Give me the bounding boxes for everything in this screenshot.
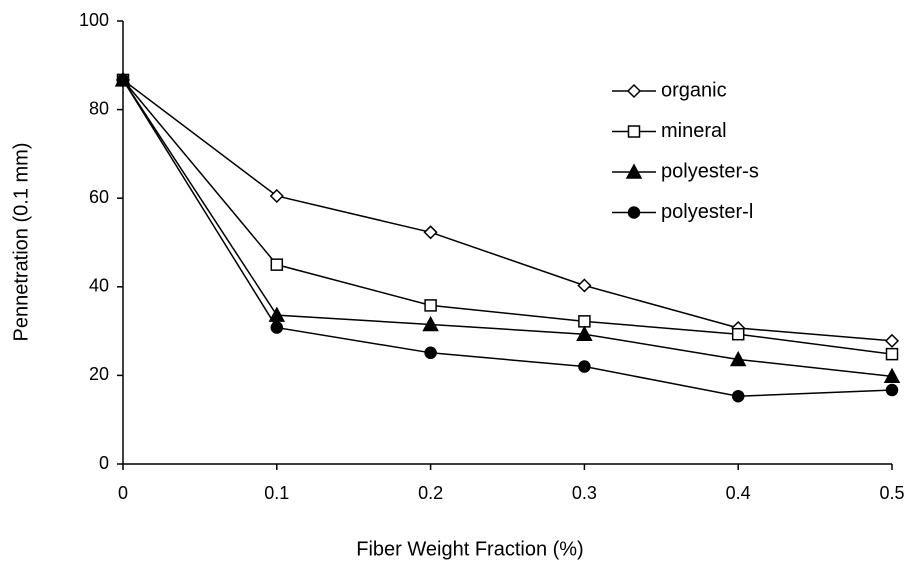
y-tick-label: 40 <box>89 276 109 296</box>
marker <box>269 188 284 204</box>
x-tick-label: 0.5 <box>879 483 904 503</box>
series-line <box>122 79 893 355</box>
x-tick-label: 0.3 <box>572 483 597 503</box>
marker <box>578 360 591 373</box>
marker <box>627 125 641 138</box>
series-line <box>122 79 893 378</box>
marker <box>422 315 439 332</box>
y-tick-label: 100 <box>79 10 109 30</box>
marker <box>884 333 900 348</box>
marker <box>116 73 130 87</box>
marker <box>577 278 592 293</box>
y-axis-label: Pennetration (0.1 mm) <box>10 143 32 342</box>
marker <box>883 367 901 384</box>
legend-label: mineral <box>661 120 727 142</box>
marker <box>423 225 438 240</box>
marker <box>731 327 745 341</box>
marker <box>424 299 437 312</box>
marker <box>270 258 284 271</box>
marker <box>625 163 643 179</box>
x-tick-label: 0 <box>118 483 128 503</box>
marker <box>576 325 593 341</box>
x-tick-label: 0.1 <box>264 483 289 503</box>
y-tick-label: 20 <box>89 364 109 384</box>
x-tick-label: 0.4 <box>726 483 751 503</box>
marker <box>268 306 286 322</box>
marker <box>424 346 437 360</box>
legend-label: organic <box>661 79 727 101</box>
y-tick-label: 60 <box>89 187 109 207</box>
marker <box>626 83 642 99</box>
x-axis-label: Fiber Weight Fraction (%) <box>356 538 583 560</box>
legend-label: polyester-l <box>661 201 753 223</box>
series-line <box>122 79 893 342</box>
marker <box>729 350 747 367</box>
marker <box>270 321 284 334</box>
series-line <box>122 79 893 397</box>
marker <box>885 347 899 361</box>
legend-label: polyester-s <box>661 160 759 182</box>
x-tick-label: 0.2 <box>418 483 443 503</box>
y-tick-label: 0 <box>99 453 109 473</box>
marker <box>885 383 899 397</box>
marker <box>627 206 641 219</box>
y-tick-label: 80 <box>89 98 109 118</box>
marker <box>578 315 591 328</box>
marker <box>731 389 745 403</box>
